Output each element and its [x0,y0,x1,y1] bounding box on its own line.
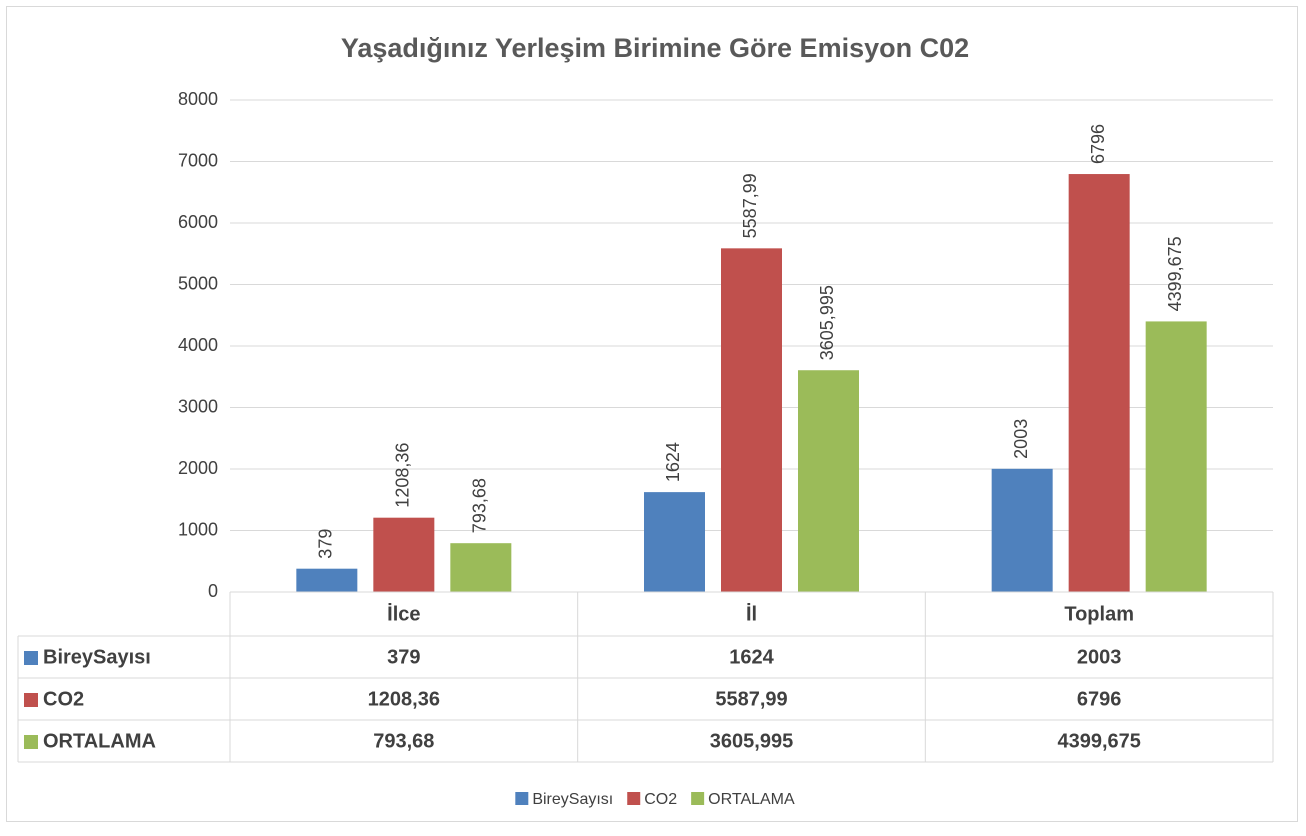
table-cell: 5587,99 [715,688,787,710]
table-row-label: BireySayısı [43,646,151,668]
data-label: 1208,36 [393,443,413,508]
bar [798,370,859,592]
table-header: İl [746,602,757,625]
data-label: 2003 [1011,419,1031,459]
table-legend-key [24,651,38,665]
table-row-label: ORTALAMA [43,730,156,752]
legend-label: BireySayısı [532,791,613,808]
bar [721,248,782,592]
table-header: İlce [387,602,420,625]
table-row-label: CO2 [43,688,84,710]
table-cell: 793,68 [373,730,434,752]
table-cell: 6796 [1077,688,1122,710]
bar [1145,321,1207,592]
table-cell: 1624 [729,646,774,668]
y-tick-label: 0 [208,581,218,601]
legend-label: ORTALAMA [708,791,795,808]
legend-key [691,792,705,805]
bar [450,543,512,592]
y-tick-label: 5000 [178,273,218,293]
table-legend-key [24,693,38,707]
y-tick-label: 1000 [178,519,218,539]
y-tick-label: 2000 [178,458,218,478]
bar [373,517,435,592]
data-label: 6796 [1088,124,1108,164]
table-legend-key [24,735,38,749]
table-cell: 4399,675 [1057,730,1140,752]
legend-label: CO2 [644,791,677,808]
y-tick-label: 8000 [178,89,218,109]
data-label: 1624 [663,442,683,482]
table-header: Toplam [1064,603,1134,625]
bar [296,568,358,592]
chart-title: Yaşadığınız Yerleşim Birimine Göre Emisy… [341,33,969,63]
legend-key [627,792,641,805]
table-cell: 1208,36 [368,688,440,710]
data-label: 3605,995 [817,285,837,360]
legend-key [515,792,529,805]
bar [1068,174,1130,592]
y-tick-label: 6000 [178,212,218,232]
y-tick-label: 4000 [178,335,218,355]
bar [991,468,1053,592]
y-tick-label: 3000 [178,396,218,416]
data-label: 5587,99 [740,173,760,238]
data-label: 4399,675 [1165,236,1185,311]
bar [644,492,705,592]
table-cell: 3605,995 [710,730,793,752]
data-label: 379 [316,529,336,559]
table-cell: 2003 [1077,646,1122,668]
y-tick-label: 7000 [178,150,218,170]
table-cell: 379 [387,646,420,668]
data-label: 793,68 [470,478,490,533]
